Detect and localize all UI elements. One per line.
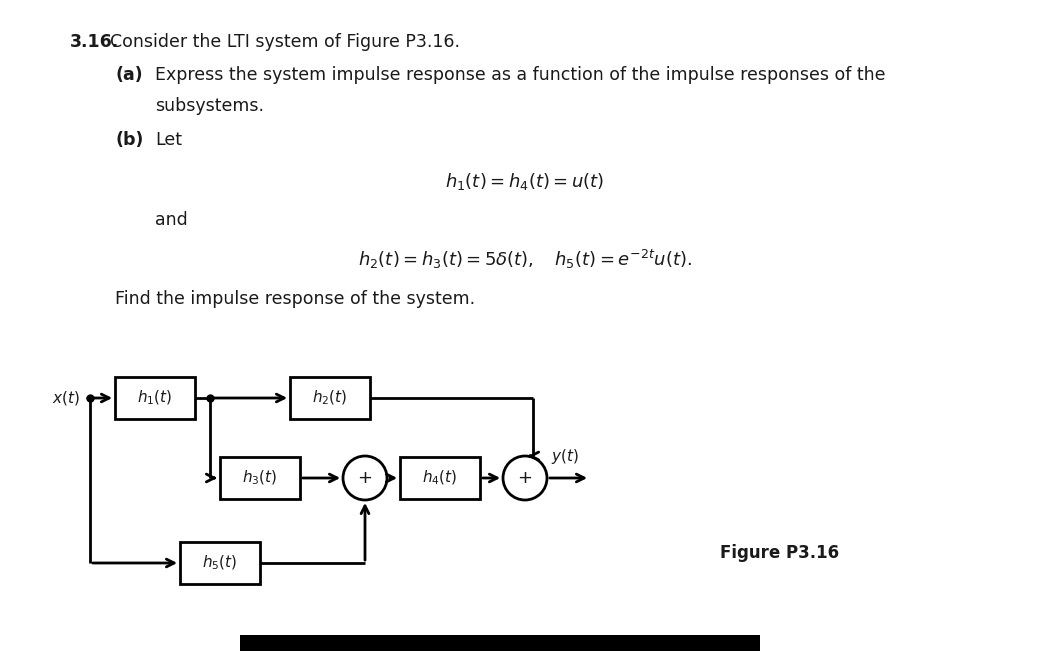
- Text: $h_1(t)$: $h_1(t)$: [138, 389, 172, 407]
- Text: (a): (a): [115, 66, 143, 84]
- Bar: [290, 377, 370, 419]
- Bar: [180, 542, 260, 584]
- Text: Consider the LTI system of Figure P3.16.: Consider the LTI system of Figure P3.16.: [110, 33, 460, 51]
- Bar: [115, 377, 195, 419]
- Text: (b): (b): [115, 131, 143, 149]
- Text: +: +: [357, 469, 372, 487]
- Text: +: +: [517, 469, 533, 487]
- Text: $h_2(t)$: $h_2(t)$: [312, 389, 348, 407]
- Bar: [220, 457, 300, 499]
- Bar: [240, 635, 760, 651]
- Text: $h_4(t)$: $h_4(t)$: [423, 469, 457, 487]
- Text: $x(t)$: $x(t)$: [53, 389, 80, 407]
- Ellipse shape: [343, 456, 387, 500]
- Text: Express the system impulse response as a function of the impulse responses of th: Express the system impulse response as a…: [154, 66, 886, 84]
- Text: Figure P3.16: Figure P3.16: [720, 544, 839, 562]
- Text: $h_1(t) = h_4(t) = u(t)$: $h_1(t) = h_4(t) = u(t)$: [446, 171, 604, 192]
- Text: Let: Let: [154, 131, 182, 149]
- Text: subsystems.: subsystems.: [154, 97, 264, 115]
- Text: 3.16.: 3.16.: [70, 33, 119, 51]
- Text: $h_5(t)$: $h_5(t)$: [202, 554, 238, 572]
- Text: and: and: [154, 211, 188, 229]
- Bar: [400, 457, 480, 499]
- Text: Find the impulse response of the system.: Find the impulse response of the system.: [115, 290, 475, 308]
- Text: $h_2(t) = h_3(t) = 5\delta(t),\quad h_5(t) = e^{-2t}u(t).$: $h_2(t) = h_3(t) = 5\delta(t),\quad h_5(…: [358, 248, 692, 271]
- Ellipse shape: [503, 456, 547, 500]
- Text: $h_3(t)$: $h_3(t)$: [243, 469, 277, 487]
- Text: $y(t)$: $y(t)$: [551, 447, 579, 466]
